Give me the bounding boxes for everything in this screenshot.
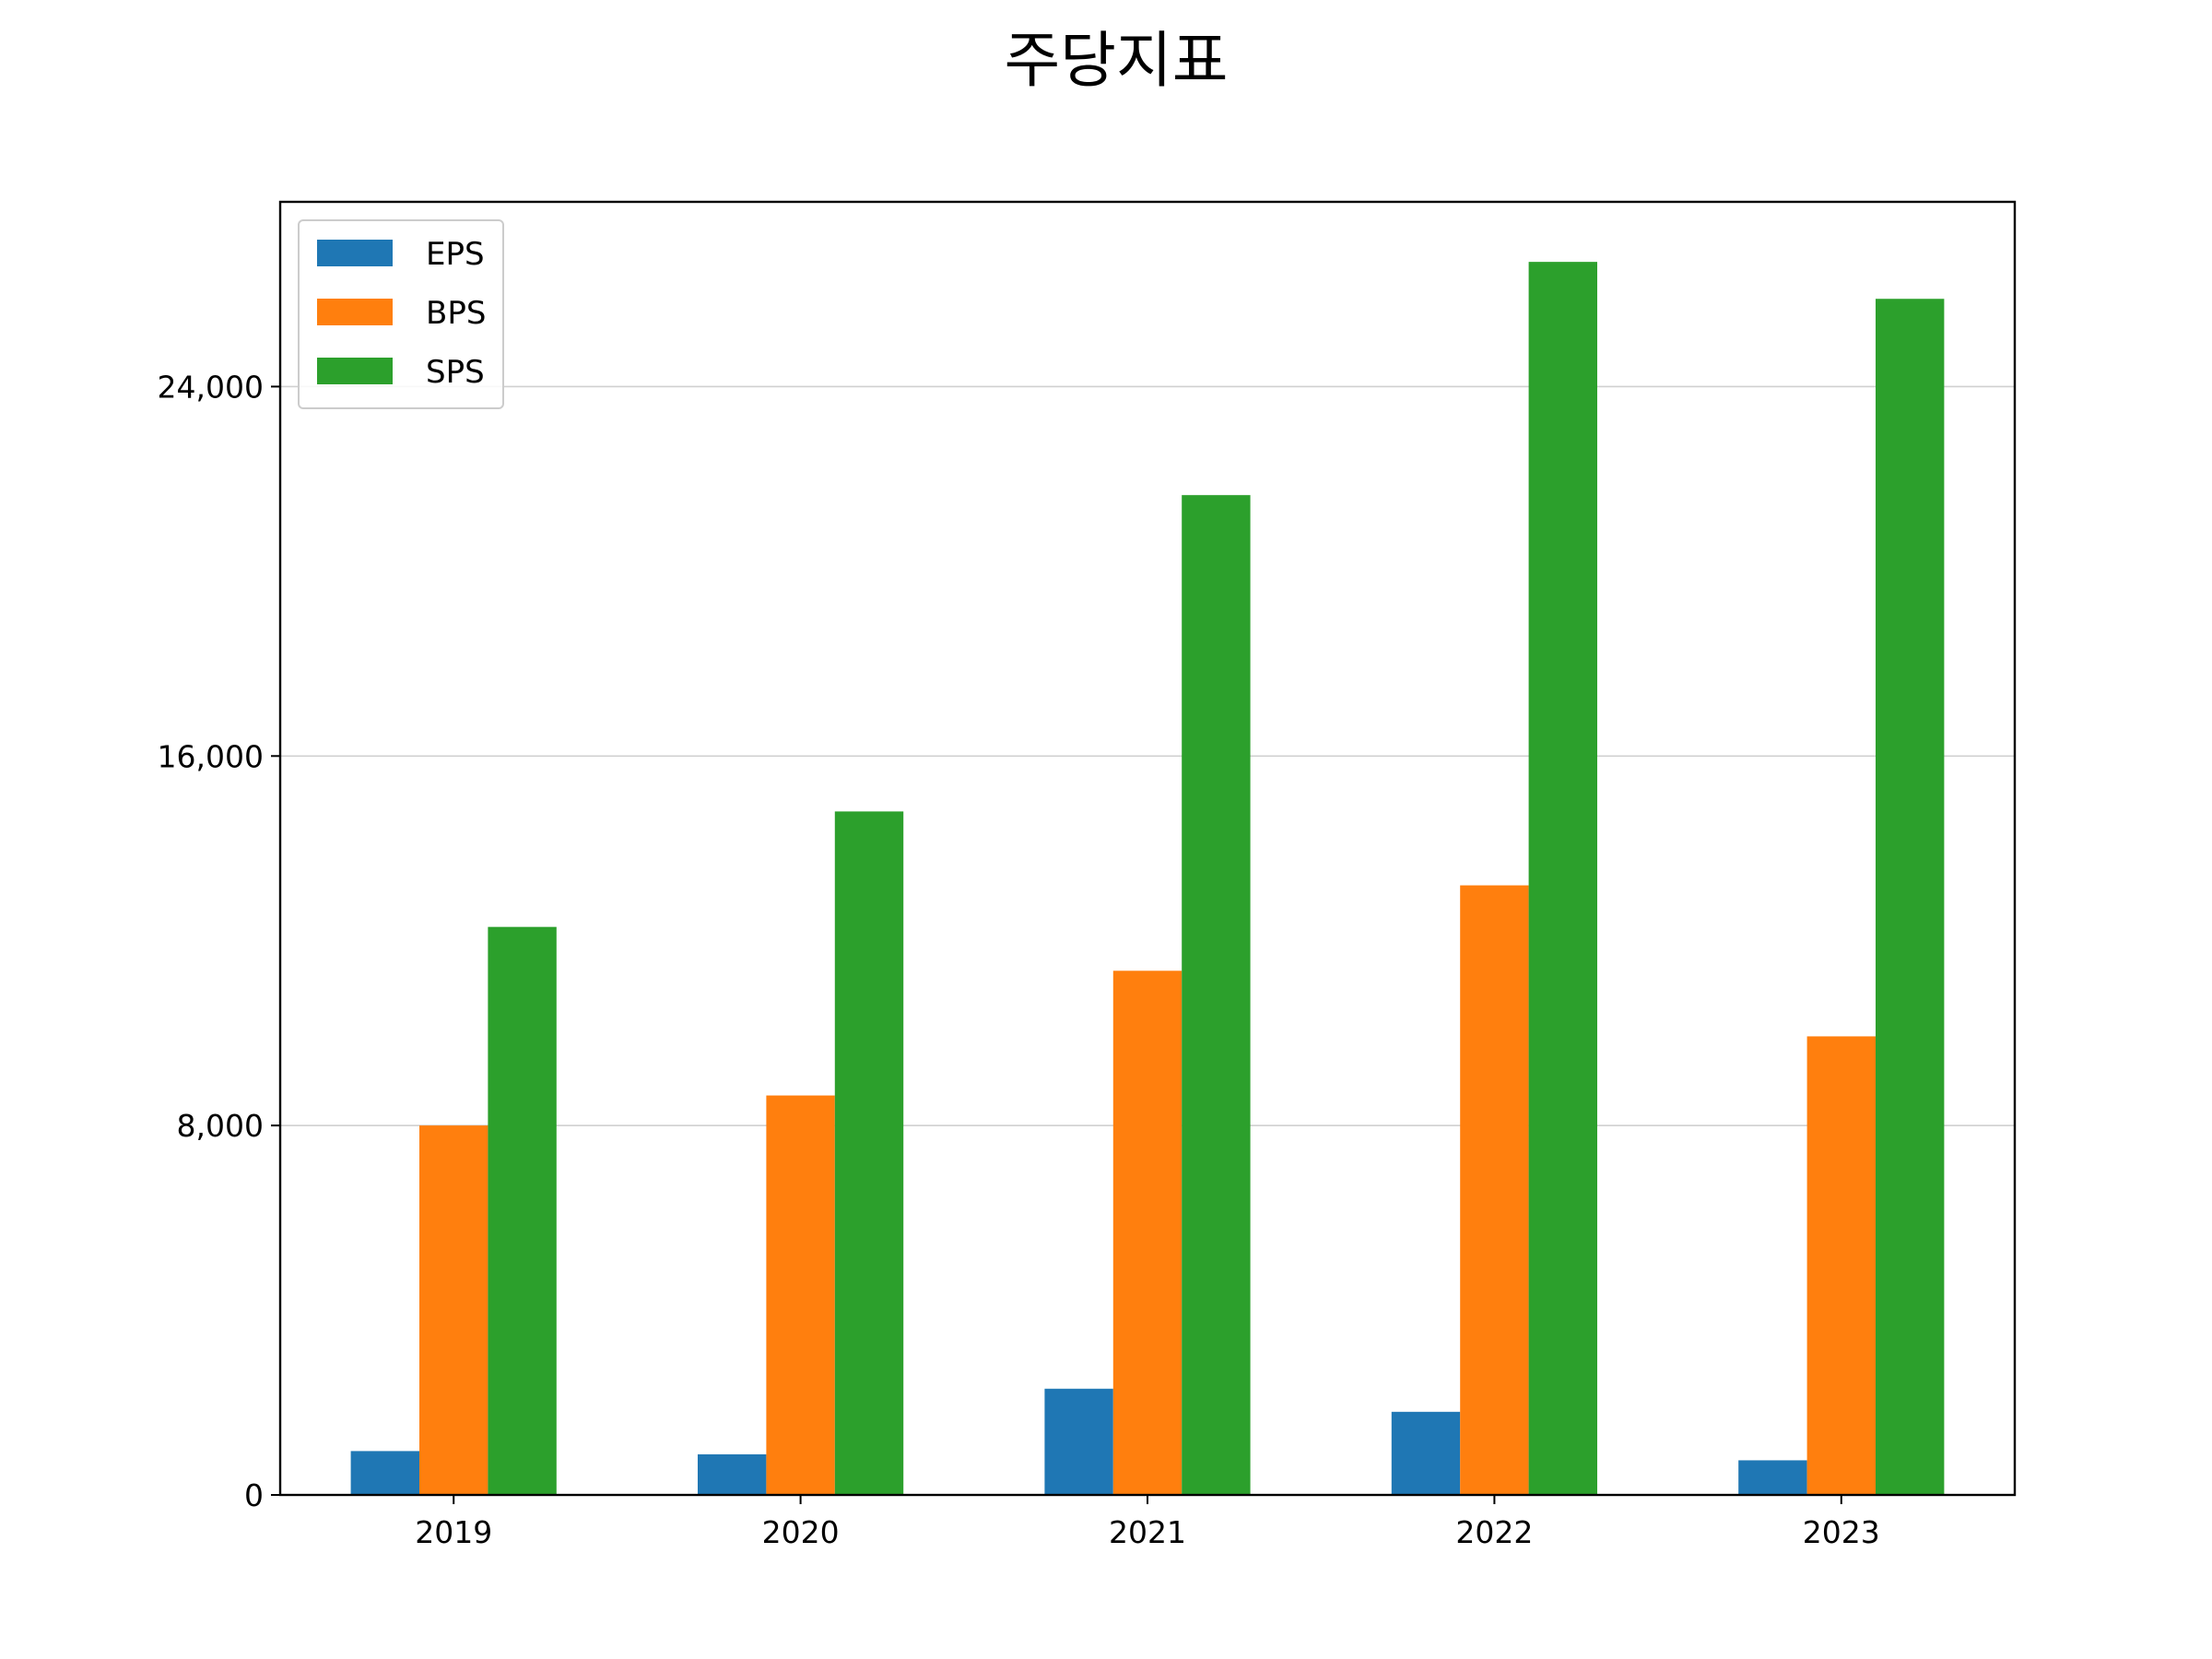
legend-swatch-bps (317, 299, 393, 325)
bar-sps-2020 (834, 811, 904, 1495)
bar-eps-2022 (1391, 1411, 1461, 1495)
x-axis: 2019 2020 2021 2022 2023 (415, 1495, 1880, 1550)
bar-bps-2019 (419, 1125, 488, 1495)
bar-sps-2022 (1528, 262, 1597, 1495)
bar-bps-2020 (766, 1095, 835, 1495)
bar-sps-2021 (1182, 495, 1251, 1495)
bar-eps-2023 (1738, 1460, 1807, 1495)
bars (350, 262, 1945, 1496)
legend-label-bps: BPS (426, 295, 486, 332)
bar-bps-2023 (1806, 1036, 1876, 1495)
bar-eps-2021 (1044, 1388, 1113, 1495)
bar-sps-2019 (488, 926, 557, 1495)
y-tick-label: 0 (244, 1477, 264, 1513)
x-tick-label: 2022 (1455, 1514, 1533, 1550)
y-axis: 0 8,000 16,000 24,000 (158, 369, 280, 1513)
bar-sps-2023 (1876, 299, 1945, 1496)
bar-eps-2019 (350, 1451, 419, 1495)
y-tick-label: 16,000 (158, 738, 264, 774)
chart-title: 주당지표 (1005, 25, 1229, 96)
bar-bps-2022 (1460, 885, 1529, 1495)
bar-eps-2020 (698, 1453, 767, 1495)
legend-swatch-eps (317, 240, 393, 266)
y-tick-label: 8,000 (177, 1108, 264, 1144)
x-tick-label: 2023 (1803, 1514, 1880, 1550)
x-tick-label: 2021 (1109, 1514, 1186, 1550)
y-tick-label: 24,000 (158, 369, 264, 405)
bar-bps-2021 (1112, 971, 1182, 1495)
legend-label-eps: EPS (426, 236, 485, 273)
legend-swatch-sps (317, 358, 393, 384)
legend[interactable]: EPS BPS SPS (298, 219, 504, 409)
x-tick-label: 2019 (415, 1514, 492, 1550)
x-tick-label: 2020 (762, 1514, 840, 1550)
legend-label-sps: SPS (426, 354, 485, 391)
